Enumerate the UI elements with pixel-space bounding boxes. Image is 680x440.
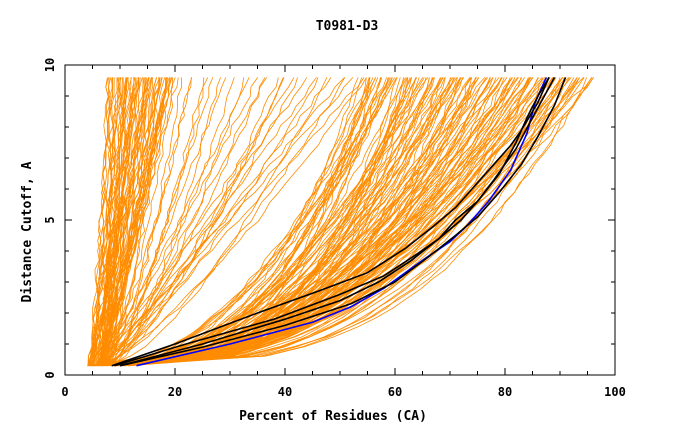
model-curve: [111, 77, 471, 367]
axis-ticks: 0 20 40 60 80 100 0 5 10: [43, 58, 626, 399]
blue-series-line: [136, 77, 548, 367]
model-curve: [101, 77, 489, 367]
model-curve: [103, 77, 317, 366]
model-curve: [120, 77, 578, 367]
model-curve: [108, 77, 393, 367]
model-curve: [100, 77, 446, 367]
model-curve: [106, 77, 580, 367]
model-curve: [94, 77, 193, 367]
model-curve: [94, 77, 396, 367]
x-tick-label: 40: [278, 385, 292, 399]
model-curve: [120, 77, 480, 367]
model-curve: [94, 77, 346, 367]
model-curve: [104, 77, 168, 366]
model-curve: [102, 77, 533, 367]
model-curve: [110, 77, 235, 366]
model-curve: [113, 77, 491, 367]
model-curve: [101, 77, 279, 367]
model-curve: [102, 77, 367, 367]
y-tick-label: 0: [43, 371, 57, 378]
model-curve: [128, 77, 418, 367]
x-tick-label: 0: [61, 385, 68, 399]
model-curve: [121, 77, 571, 367]
model-curve: [96, 77, 295, 366]
model-curve: [103, 77, 114, 366]
model-curve: [104, 77, 244, 367]
model-curve: [111, 77, 214, 366]
model-curve: [99, 77, 546, 367]
model-curve: [116, 77, 519, 367]
black-series-line: [119, 77, 567, 367]
model-curve: [97, 77, 259, 366]
model-curve: [89, 77, 444, 367]
model-curve: [94, 77, 354, 366]
model-curves: [87, 77, 595, 367]
y-axis-label: Distance Cutoff, A: [20, 161, 35, 302]
model-curve: [87, 77, 161, 366]
model-curve: [90, 77, 152, 366]
model-curve: [100, 77, 172, 366]
model-curve: [108, 77, 328, 367]
model-curve: [87, 77, 112, 366]
black-series-line: [111, 77, 550, 367]
model-curve: [100, 77, 227, 366]
y-tick-label: 10: [43, 58, 57, 72]
model-curve: [97, 77, 397, 367]
model-curve: [87, 77, 138, 366]
model-curve: [120, 77, 462, 367]
model-curve: [106, 77, 424, 367]
model-curve: [102, 77, 345, 366]
x-tick-label: 60: [388, 385, 402, 399]
model-curve: [113, 77, 183, 366]
x-tick-label: 100: [604, 385, 626, 399]
model-curve: [89, 77, 379, 367]
model-curve: [123, 77, 595, 367]
highlighted-curves: [111, 76, 567, 367]
x-tick-label: 80: [498, 385, 512, 399]
model-curve: [106, 77, 435, 367]
model-curve: [91, 77, 442, 367]
model-curve: [95, 77, 308, 366]
model-curve: [90, 77, 140, 366]
model-curve: [129, 77, 376, 367]
model-curve: [97, 77, 500, 367]
model-curve: [110, 77, 284, 367]
model-curve: [110, 77, 205, 366]
model-curve: [109, 77, 458, 367]
model-curve: [96, 77, 173, 366]
model-curve: [95, 77, 365, 367]
model-curve: [105, 77, 556, 367]
model-curve: [104, 77, 359, 367]
model-curve: [96, 77, 319, 367]
model-curve: [94, 77, 250, 366]
model-curve: [107, 77, 458, 367]
chart-title: T0981-D3: [316, 19, 379, 34]
model-curve: [99, 77, 446, 367]
model-curve: [105, 77, 390, 367]
model-curve: [90, 77, 593, 367]
black-series-line: [114, 76, 550, 367]
model-curve: [98, 77, 553, 367]
x-axis-label: Percent of Residues (CA): [239, 409, 427, 424]
model-curve: [123, 77, 491, 367]
model-curve: [100, 77, 158, 366]
y-tick-label: 5: [43, 216, 57, 223]
x-tick-label: 20: [168, 385, 182, 399]
model-curve: [100, 77, 377, 367]
model-curve: [89, 77, 152, 366]
model-curve: [105, 77, 387, 367]
model-curve: [102, 77, 332, 366]
model-curve: [118, 77, 584, 367]
model-curve: [90, 77, 508, 367]
model-curve: [106, 77, 285, 367]
model-curve: [122, 77, 575, 367]
